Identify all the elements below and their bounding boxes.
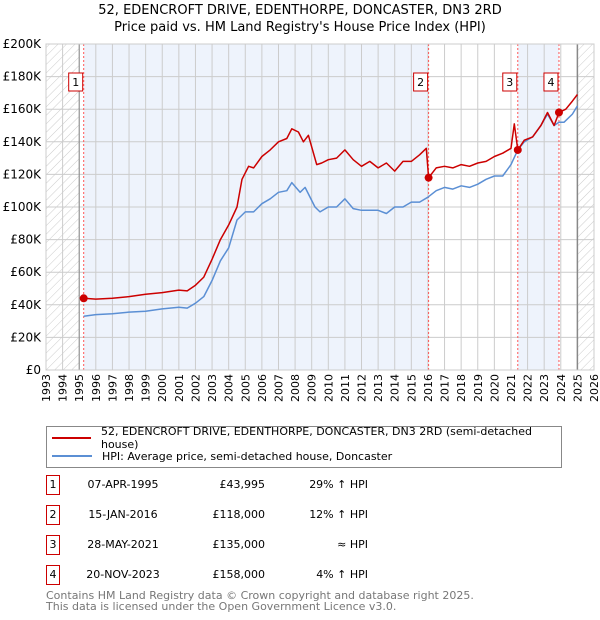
x-tick-label: 1996 [90, 374, 103, 402]
x-tick-label: 2009 [306, 374, 319, 402]
x-tick-label: 2002 [189, 374, 202, 402]
sale-row: 4 20-NOV-2023 £158,000 4% ↑ HPI [0, 565, 600, 585]
y-tick-label: £180K [3, 70, 43, 84]
x-tick-label: 1998 [123, 374, 136, 402]
sale-row: 3 28-MAY-2021 £135,000 ≈ HPI [0, 535, 600, 555]
sale-number-badge: 3 [46, 535, 60, 555]
x-tick-label: 2007 [272, 374, 285, 402]
sale-price: £158,000 [212, 568, 266, 581]
y-tick-label: £100K [3, 200, 43, 214]
sale-label-box [502, 72, 518, 92]
plot-frame [45, 43, 595, 371]
x-tick-label: 1999 [140, 374, 153, 402]
y-tick-label: £200K [3, 37, 43, 51]
sale-label: 3 [506, 76, 513, 89]
y-tick-label: £140K [3, 135, 43, 149]
sale-price: £135,000 [212, 538, 266, 551]
legend-swatch-blue [52, 455, 92, 457]
x-tick-label: 2014 [389, 374, 402, 402]
footer-licence: This data is licensed under the Open Gov… [46, 600, 397, 613]
sale-point [79, 294, 88, 303]
legend-label: HPI: Average price, semi-detached house,… [102, 449, 393, 463]
sale-label: 2 [417, 76, 424, 89]
sale-label: 4 [547, 76, 554, 89]
sale-hpi-diff: 4% ↑ HPI [316, 568, 368, 581]
x-tick-label: 2018 [455, 374, 468, 402]
legend-item-hpi: HPI: Average price, semi-detached house,… [52, 448, 392, 464]
x-tick-label: 2003 [206, 374, 219, 402]
x-tick-label: 2022 [522, 374, 535, 402]
x-tick-label: 2024 [555, 374, 568, 402]
x-tick-label: 2025 [571, 374, 584, 402]
y-tick-label: £120K [3, 167, 43, 181]
legend-item-property: 52, EDENCROFT DRIVE, EDENTHORPE, DONCAST… [52, 425, 561, 451]
x-tick-label: 2026 [588, 374, 600, 402]
x-tick-label: 2010 [322, 374, 335, 402]
x-tick-label: 2000 [156, 374, 169, 402]
sale-price: £43,995 [219, 478, 266, 491]
sale-date: 15-JAN-2016 [88, 508, 158, 521]
x-tick-label: 2017 [439, 374, 452, 402]
x-tick-label: 1994 [57, 374, 70, 402]
legend: 52, EDENCROFT DRIVE, EDENTHORPE, DONCAST… [46, 425, 562, 468]
x-tick-label: 2004 [223, 374, 236, 402]
x-tick-label: 2001 [173, 374, 186, 402]
y-tick-label: £60K [10, 265, 42, 279]
sale-label-box [543, 72, 559, 92]
sale-label-box [68, 72, 84, 92]
sale-number-badge: 4 [46, 565, 60, 585]
x-tick-label: 2019 [472, 374, 485, 402]
x-tick-label: 2021 [505, 374, 518, 402]
x-tick-label: 1995 [73, 374, 86, 402]
sale-row: 2 15-JAN-2016 £118,000 12% ↑ HPI [0, 505, 600, 525]
sale-point [513, 145, 522, 154]
legend-swatch-red [52, 437, 91, 439]
x-tick-label: 2015 [405, 374, 418, 402]
x-tick-label: 2011 [339, 374, 352, 402]
x-tick-label: 2008 [289, 374, 302, 402]
footer-copyright: Contains HM Land Registry data © Crown c… [46, 589, 474, 602]
x-tick-label: 2016 [422, 374, 435, 402]
x-tick-label: 2005 [239, 374, 252, 402]
sale-row: 1 07-APR-1995 £43,995 29% ↑ HPI [0, 475, 600, 495]
x-tick-label: 2006 [256, 374, 269, 402]
chart-subtitle: Price paid vs. HM Land Registry's House … [114, 20, 486, 35]
sale-price: £118,000 [212, 508, 266, 521]
y-tick-label: £20K [10, 330, 42, 344]
x-tick-label: 2012 [356, 374, 369, 402]
y-tick-label: £160K [3, 102, 43, 116]
chart-title: 52, EDENCROFT DRIVE, EDENTHORPE, DONCAST… [98, 3, 502, 18]
y-tick-label: £80K [10, 233, 42, 247]
sale-number-badge: 2 [46, 505, 60, 525]
sale-hpi-diff: 12% ↑ HPI [309, 508, 368, 521]
sale-label-box [413, 72, 429, 92]
hpi-series-line [83, 105, 579, 317]
property-series-line [83, 94, 578, 300]
sale-date: 28-MAY-2021 [87, 538, 159, 551]
y-tick-label: £40K [10, 298, 42, 312]
sale-date: 07-APR-1995 [87, 478, 159, 491]
x-tick-label: 1993 [40, 374, 53, 402]
sale-hpi-diff: ≈ HPI [337, 538, 368, 551]
price-chart: 1993 1994 1995 1996 1997 1998 1999 2000 2001 2002… [3, 37, 600, 402]
x-tick-label: 2023 [538, 374, 551, 402]
x-tick-label: 1997 [106, 374, 119, 402]
x-tick-label: 2020 [488, 374, 501, 402]
y-tick-label: £0 [26, 363, 41, 377]
sale-point [554, 108, 563, 117]
sale-date: 20-NOV-2023 [86, 568, 160, 581]
sale-label: 1 [72, 76, 79, 89]
legend-label: 52, EDENCROFT DRIVE, EDENTHORPE, DONCAST… [100, 425, 532, 451]
x-tick-label: 2013 [372, 374, 385, 402]
sale-number-badge: 1 [46, 475, 60, 495]
sale-point [424, 173, 433, 182]
sale-hpi-diff: 29% ↑ HPI [309, 478, 368, 491]
